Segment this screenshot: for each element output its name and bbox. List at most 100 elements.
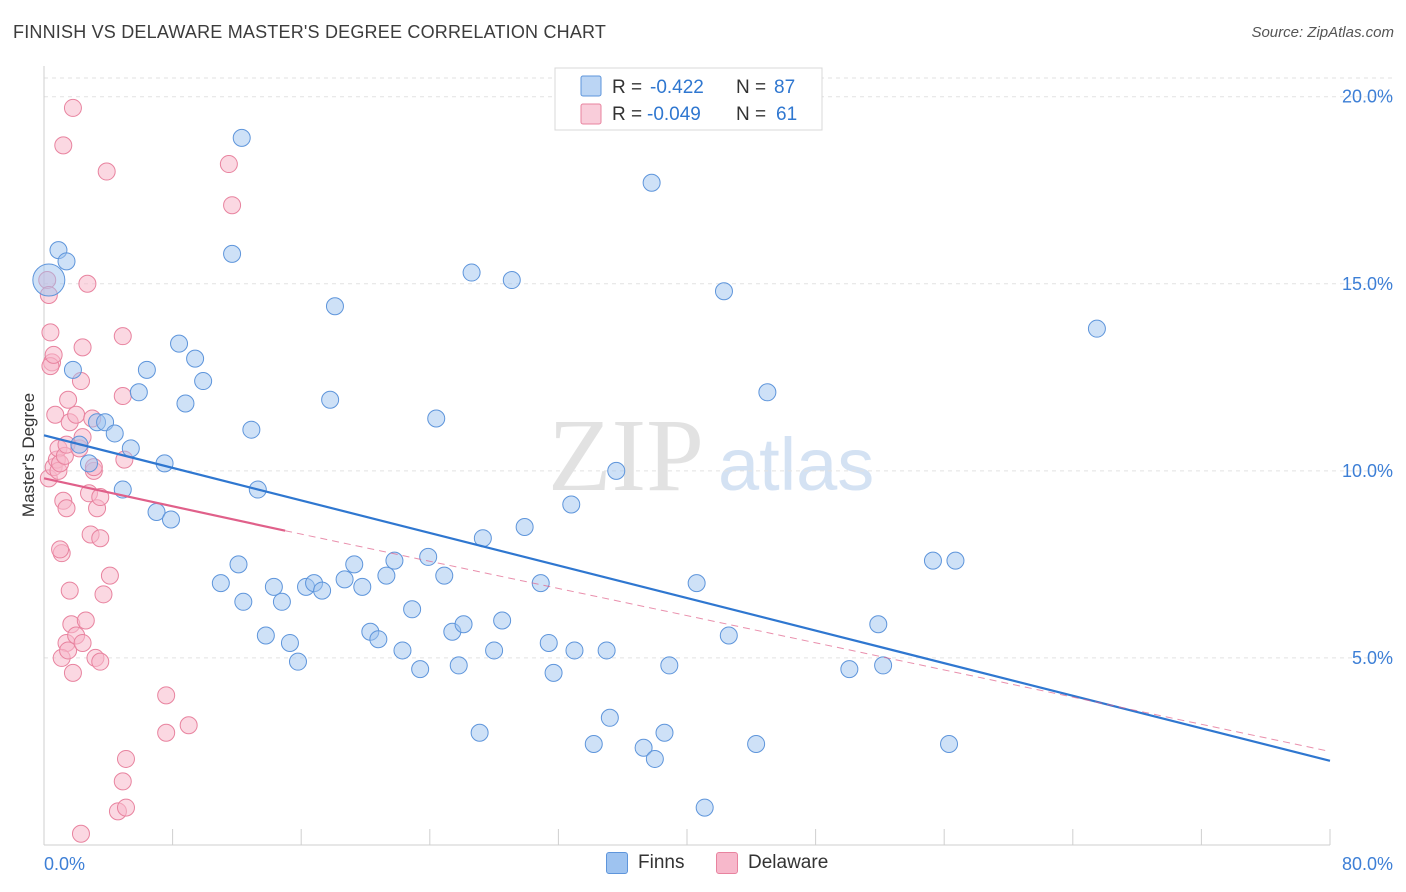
y-tick-label: 5.0% bbox=[1352, 648, 1393, 668]
finns-point bbox=[313, 581, 332, 600]
finns-point bbox=[63, 360, 82, 379]
finns-point bbox=[562, 495, 581, 514]
finns-point bbox=[584, 734, 603, 753]
delaware-point bbox=[97, 162, 116, 181]
legend-item-delaware: Delaware bbox=[716, 852, 828, 874]
delaware-point bbox=[157, 723, 176, 742]
finns-point bbox=[419, 547, 438, 566]
watermark-zip: ZIP bbox=[548, 398, 704, 513]
finns-point bbox=[687, 574, 706, 593]
finns-point bbox=[211, 574, 230, 593]
finns-point bbox=[186, 349, 205, 368]
finns-point bbox=[234, 592, 253, 611]
finns-point bbox=[607, 461, 626, 480]
finns-point bbox=[32, 263, 66, 297]
finns-point bbox=[435, 566, 454, 585]
legend-finns-swatch bbox=[580, 75, 602, 97]
delaware-point bbox=[63, 663, 82, 682]
finns-point bbox=[325, 297, 344, 316]
delaware-point bbox=[100, 566, 119, 585]
delaware-point bbox=[73, 633, 92, 652]
finns-point bbox=[840, 660, 859, 679]
x-tick-label: 80.0% bbox=[1342, 854, 1393, 874]
legend-delaware-r-value: -0.049 bbox=[647, 104, 701, 125]
finns-point bbox=[137, 360, 156, 379]
delaware-point bbox=[59, 390, 78, 409]
finns-point bbox=[642, 173, 661, 192]
y-tick-label: 10.0% bbox=[1342, 461, 1393, 481]
finns-points bbox=[32, 128, 1106, 817]
legend-finns-r-value: -0.422 bbox=[650, 77, 704, 98]
tick-labels: 5.0% 10.0% 15.0% 20.0% 0.0% 80.0% bbox=[44, 87, 1393, 874]
legend-delaware-r-label: R = bbox=[612, 104, 642, 125]
finns-point bbox=[454, 615, 473, 634]
delaware-label: Delaware bbox=[748, 852, 829, 873]
legend-delaware-swatch bbox=[580, 103, 602, 125]
finns-point bbox=[719, 626, 738, 645]
finns-point bbox=[335, 570, 354, 589]
finns-point bbox=[321, 390, 340, 409]
legend-delaware-n-label: N = bbox=[736, 104, 766, 125]
watermark-atlas: atlas bbox=[718, 423, 874, 506]
finns-point bbox=[280, 633, 299, 652]
delaware-point bbox=[73, 338, 92, 357]
finns-point bbox=[923, 551, 942, 570]
delaware-point bbox=[179, 716, 198, 735]
delaware-point bbox=[91, 488, 110, 507]
finns-point bbox=[449, 656, 468, 675]
delaware-point bbox=[76, 611, 95, 630]
finns-point bbox=[714, 282, 733, 301]
finns-point bbox=[345, 555, 364, 574]
finns-trend-line bbox=[43, 434, 1331, 762]
x-tick-label: 0.0% bbox=[44, 854, 85, 874]
legend-finns-n-value: 87 bbox=[774, 77, 795, 98]
chart-title: FINNISH VS DELAWARE MASTER'S DEGREE CORR… bbox=[13, 22, 607, 42]
y-axis-title: Master's Degree bbox=[19, 393, 38, 517]
finns-point bbox=[194, 372, 213, 391]
delaware-point bbox=[67, 405, 86, 424]
delaware-point bbox=[91, 652, 110, 671]
finns-point bbox=[462, 263, 481, 282]
finns-point bbox=[161, 510, 180, 529]
finns-point bbox=[80, 454, 99, 473]
legend-delaware-n-value: 61 bbox=[776, 104, 797, 125]
finns-point bbox=[369, 630, 388, 649]
finns-point bbox=[170, 334, 189, 353]
finns-point bbox=[121, 439, 140, 458]
finns-point bbox=[272, 592, 291, 611]
finns-point bbox=[600, 708, 619, 727]
source-label: Source: ZipAtlas.com bbox=[1251, 24, 1394, 41]
gridlines bbox=[44, 77, 1392, 659]
finns-point bbox=[105, 424, 124, 443]
delaware-swatch bbox=[716, 852, 738, 874]
finns-point bbox=[427, 409, 446, 428]
delaware-point bbox=[113, 772, 132, 791]
legend-item-finns: Finns bbox=[606, 852, 684, 874]
delaware-point bbox=[113, 387, 132, 406]
finns-point bbox=[242, 420, 261, 439]
finns-point bbox=[502, 271, 521, 290]
finns-point bbox=[229, 555, 248, 574]
finns-point bbox=[57, 252, 76, 271]
finns-point bbox=[470, 723, 489, 742]
delaware-point bbox=[116, 798, 135, 817]
finns-point bbox=[544, 663, 563, 682]
finns-point bbox=[232, 128, 251, 147]
delaware-point bbox=[54, 136, 73, 155]
trend-lines bbox=[43, 434, 1331, 762]
delaware-point bbox=[41, 323, 60, 342]
finns-point bbox=[493, 611, 512, 630]
finns-point bbox=[946, 551, 965, 570]
finns-point bbox=[385, 551, 404, 570]
delaware-point bbox=[44, 345, 63, 364]
finns-point bbox=[758, 383, 777, 402]
delaware-point bbox=[94, 585, 113, 604]
delaware-point bbox=[57, 499, 76, 518]
finns-point bbox=[515, 517, 534, 536]
delaware-point bbox=[219, 155, 238, 174]
delaware-point bbox=[59, 641, 78, 660]
finns-point bbox=[539, 633, 558, 652]
finns-point bbox=[256, 626, 275, 645]
finns-point bbox=[403, 600, 422, 619]
finns-point bbox=[411, 660, 430, 679]
